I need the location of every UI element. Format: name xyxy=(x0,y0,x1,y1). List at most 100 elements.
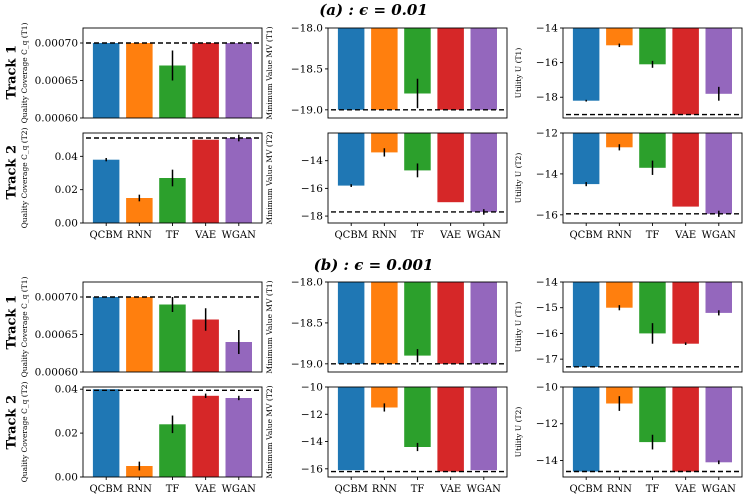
x-tick-label: WGAN xyxy=(222,484,256,495)
bar-vae xyxy=(437,28,464,110)
y-tick-label: −19.0 xyxy=(291,358,323,370)
bar-qcbm xyxy=(572,387,600,472)
y-tick-label: −18.5 xyxy=(291,317,323,329)
x-tick-label: VAE xyxy=(439,484,461,495)
bar-tf xyxy=(639,387,666,443)
y-tick-label: 0.00 xyxy=(55,472,78,484)
x-tick-label: VAE xyxy=(674,230,696,241)
x-tick-label: QCBM xyxy=(89,230,122,241)
bar-rnn xyxy=(606,133,633,148)
x-tick-label: QCBM xyxy=(334,230,367,241)
bar-wgan xyxy=(225,43,252,118)
bar-vae xyxy=(192,43,219,118)
bar-rnn xyxy=(371,133,398,153)
y-tick-label: 0.00070 xyxy=(35,38,78,50)
bar-qcbm xyxy=(337,133,365,186)
y-tick-label: 0.00060 xyxy=(35,113,78,125)
x-tick-label: TF xyxy=(411,484,425,495)
bar-rnn xyxy=(606,282,633,308)
y-axis-label: Quality Coverage C_q (T2) xyxy=(20,128,29,229)
panel-a-2-2: −18 −16 −14 Minimum Value MV (T2) QCBM RNN TF V… xyxy=(265,131,508,241)
x-tick-label: RNN xyxy=(127,230,152,241)
bar-wgan xyxy=(470,282,497,364)
bar-rnn xyxy=(126,198,153,223)
panel-a-1-1: 0.00060 0.00065 0.00070 Quality Coverage C_… xyxy=(20,23,263,125)
bar-qcbm xyxy=(337,282,365,364)
bar-rnn xyxy=(126,297,153,372)
y-tick-label: −14 xyxy=(301,436,323,448)
panel-b-2-2: −16 −14 −12 −10 Minimum Value MV (T2) QCBM RNN… xyxy=(265,382,508,495)
panel-b-2-1: 0.00 0.02 0.04 Quality Coverage C_q (T2) QCB… xyxy=(20,382,263,495)
bar-qcbm xyxy=(337,28,365,110)
y-tick-label: 0.00 xyxy=(55,218,78,230)
y-tick-label: 0.02 xyxy=(55,184,78,196)
y-tick-label: −15 xyxy=(536,302,558,314)
y-tick-label: 0.04 xyxy=(55,151,79,163)
y-axis-label: Quality Coverage C_q (T1) xyxy=(20,277,29,378)
plot-frame xyxy=(327,27,508,119)
bar-vae xyxy=(672,282,699,344)
x-tick-label: TF xyxy=(166,484,180,495)
bar-tf xyxy=(404,387,431,447)
y-tick-label: −18.5 xyxy=(291,63,323,75)
bar-qcbm xyxy=(92,297,120,372)
bar-vae xyxy=(672,387,699,472)
x-tick-label: VAE xyxy=(439,230,461,241)
x-tick-label: VAE xyxy=(194,484,216,495)
panel-a-1-3: −18 −16 −14 Utility U (T1) xyxy=(514,23,743,119)
bar-qcbm xyxy=(572,133,600,185)
bar-vae xyxy=(437,133,464,203)
x-tick-label: WGAN xyxy=(702,484,736,495)
x-tick-label: RNN xyxy=(372,230,397,241)
bar-qcbm xyxy=(337,387,365,471)
bar-tf xyxy=(639,28,666,65)
y-tick-label: −16 xyxy=(301,463,323,475)
plot-frame xyxy=(82,281,263,373)
bar-wgan xyxy=(705,133,732,214)
x-tick-label: RNN xyxy=(372,484,397,495)
bar-wgan xyxy=(705,28,732,94)
y-tick-label: 0.00065 xyxy=(35,75,78,87)
panel-b-1-3: −17 −16 −15 −14 Utility U (T1) xyxy=(514,277,743,373)
y-tick-label: −19.0 xyxy=(291,104,323,116)
y-axis-label: Quality Coverage C_q (T1) xyxy=(20,23,29,124)
x-tick-label: TF xyxy=(411,230,425,241)
bar-vae xyxy=(437,282,464,364)
y-tick-label: −18.0 xyxy=(291,277,323,289)
section-title-a: (a) : ϵ = 0.01 xyxy=(319,1,428,19)
bar-rnn xyxy=(126,466,153,477)
x-tick-label: VAE xyxy=(194,230,216,241)
x-tick-label: QCBM xyxy=(569,484,602,495)
bar-rnn xyxy=(606,387,633,404)
y-tick-label: −17 xyxy=(536,354,558,366)
bar-rnn xyxy=(606,28,633,46)
y-axis-label: Minimum Value MV (T2) xyxy=(265,131,274,224)
x-tick-label: TF xyxy=(646,484,660,495)
y-tick-label: −14 xyxy=(536,277,558,289)
bar-vae xyxy=(437,387,464,472)
bar-qcbm xyxy=(572,28,600,101)
x-tick-label: QCBM xyxy=(89,484,122,495)
y-axis-label: Utility U (T1) xyxy=(514,302,523,353)
x-tick-label: TF xyxy=(166,230,180,241)
x-tick-label: WGAN xyxy=(222,230,256,241)
panel-b-2-3: −14 −12 −10 Utility U (T2) QCBM RNN TF VAE WGAN xyxy=(514,382,743,495)
bar-vae xyxy=(192,395,219,477)
panel-a-2-1: 0.00 0.02 0.04 Quality Coverage C_q (T2) QCB… xyxy=(20,128,263,241)
bar-rnn xyxy=(371,387,398,408)
y-axis-label: Quality Coverage C_q (T2) xyxy=(20,382,29,483)
y-tick-label: −18 xyxy=(301,211,323,223)
y-tick-label: −14 xyxy=(536,455,558,467)
y-axis-label: Minimum Value MV (T1) xyxy=(265,280,274,373)
x-tick-label: WGAN xyxy=(467,484,501,495)
x-tick-label: RNN xyxy=(607,484,632,495)
y-tick-label: 0.00070 xyxy=(35,292,78,304)
x-tick-label: VAE xyxy=(674,484,696,495)
y-tick-label: −18.0 xyxy=(291,23,323,35)
y-axis-label: Utility U (T2) xyxy=(514,407,523,458)
x-tick-label: WGAN xyxy=(467,230,501,241)
bar-vae xyxy=(192,139,219,223)
bar-wgan xyxy=(705,282,732,313)
